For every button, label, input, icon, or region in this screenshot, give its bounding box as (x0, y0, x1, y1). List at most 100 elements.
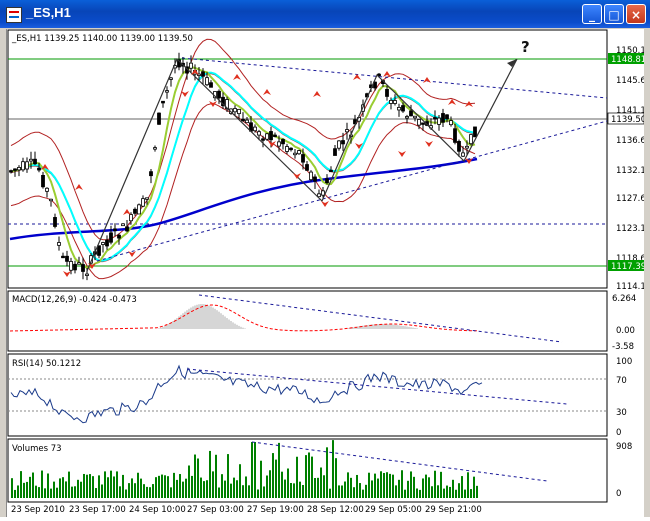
time-tick: 27 Sep 19:00 (247, 505, 304, 515)
candle-body (69, 261, 73, 271)
candle-body (341, 140, 345, 145)
time-tick: 23 Sep 2010 (11, 505, 65, 515)
candle-body (317, 193, 321, 198)
candle-body (61, 255, 65, 259)
volume-divergence-line[interactable] (251, 441, 548, 482)
volume-header: Volumes 73 (12, 444, 62, 454)
candle-body (465, 145, 469, 149)
time-tick: 23 Sep 17:00 (69, 505, 126, 515)
time-tick: 24 Sep 10:00 (129, 505, 186, 515)
candle-body (325, 178, 329, 184)
chart-area[interactable]: ? _ES,H1 1139.25 1140.00 1139.00 1139.50… (6, 29, 650, 517)
rsi-header: RSI(14) 50.1212 (12, 359, 81, 369)
candle-body (169, 77, 173, 80)
candle-body (457, 140, 461, 152)
candle-body (237, 108, 241, 115)
candle-body (57, 242, 61, 246)
fractal-down-icon (128, 251, 136, 257)
candle-body (13, 168, 17, 171)
macd-divergence-line[interactable] (198, 294, 563, 343)
candle-body (269, 131, 273, 141)
macd-tick: 0.00 (616, 326, 635, 336)
candle-body (345, 129, 349, 133)
candle-body (333, 148, 337, 156)
chart-canvas[interactable]: ? _ES,H1 1139.25 1140.00 1139.00 1139.50… (7, 29, 650, 517)
macd-header: MACD(12,26,9) -0.424 -0.473 (12, 295, 137, 305)
close-button[interactable]: × (626, 4, 646, 24)
fractal-up-icon (263, 89, 271, 95)
main-header: _ES,H1 1139.25 1140.00 1139.00 1139.50 (11, 34, 193, 44)
trend-lines[interactable] (96, 57, 608, 262)
candle-body (129, 214, 133, 222)
candle-body (293, 152, 297, 156)
minimize-button[interactable]: _ (582, 4, 602, 24)
candle-body (101, 242, 105, 245)
price-tick: 1132.10 (616, 166, 644, 176)
fractal-markers (41, 69, 473, 277)
fractal-down-icon (209, 101, 217, 107)
price-tick: 1136.60 (616, 136, 644, 146)
candle-body (409, 110, 413, 117)
candle-body (125, 226, 129, 232)
price-tick: 1118.60 (616, 254, 644, 264)
time-tick: 29 Sep 21:00 (425, 505, 482, 515)
maximize-button[interactable]: □ (604, 4, 624, 24)
candle-body (261, 138, 265, 141)
volume-panel[interactable] (7, 438, 608, 503)
candle-body (25, 161, 29, 170)
time-axis: 23 Sep 2010 23 Sep 17:00 24 Sep 10:00 27… (11, 505, 482, 515)
fractal-up-icon (123, 209, 131, 215)
candle-body (117, 234, 121, 239)
candle-body (109, 232, 113, 243)
price-tick: 1123.10 (616, 224, 644, 234)
candle-body (49, 198, 53, 202)
candle-body (81, 264, 85, 272)
candle-body (385, 88, 389, 97)
zigzag-line[interactable] (86, 57, 518, 272)
time-tick: 28 Sep 12:00 (307, 505, 364, 515)
candle-body (393, 100, 397, 104)
rsi-line (10, 364, 483, 424)
resistance-price-tag (608, 53, 644, 64)
price-tick: 1145.60 (616, 76, 644, 86)
lower-trendline[interactable] (96, 120, 608, 262)
volume-tick: 908 (616, 442, 632, 452)
rsi-divergence-line[interactable] (186, 368, 568, 405)
candle-body (201, 71, 205, 77)
current-price-label: 1139.50 (611, 115, 644, 125)
candle-body (149, 171, 153, 177)
candle-body (205, 77, 209, 86)
title-bar[interactable]: _ES,H1 _ □ × (0, 0, 650, 28)
upper-trendline[interactable] (181, 57, 608, 99)
candle-body (405, 116, 409, 119)
candle-body (329, 169, 333, 173)
time-tick: 29 Sep 05:00 (365, 505, 422, 515)
fractal-up-icon (233, 74, 241, 80)
candle-body (17, 167, 21, 171)
question-mark: ? (521, 38, 530, 56)
candle-body (473, 126, 477, 138)
candle-body (397, 107, 401, 111)
candle-body (321, 190, 325, 196)
fractal-up-icon (75, 184, 83, 190)
projection-arrow-icon (507, 59, 517, 67)
macd-panel[interactable] (7, 290, 608, 352)
rsi-tick: 70 (616, 376, 627, 386)
candle-body (177, 59, 181, 68)
candle-body (37, 167, 41, 171)
candle-body (309, 171, 313, 181)
candle-body (9, 170, 13, 173)
candle-body (141, 198, 145, 207)
candle-body (413, 115, 417, 119)
candle-body (445, 114, 449, 120)
sub-axis-labels: 6.264 0.00 -3.58 100 70 30 0 908 0 (612, 294, 636, 499)
candle-body (97, 245, 101, 256)
candle-body (389, 100, 393, 104)
candle-body (253, 126, 257, 132)
rsi-panel[interactable] (7, 353, 608, 437)
candle-body (461, 152, 465, 157)
macd-tick: 6.264 (612, 294, 636, 304)
candle-body (73, 263, 77, 271)
candle-body (245, 119, 249, 124)
